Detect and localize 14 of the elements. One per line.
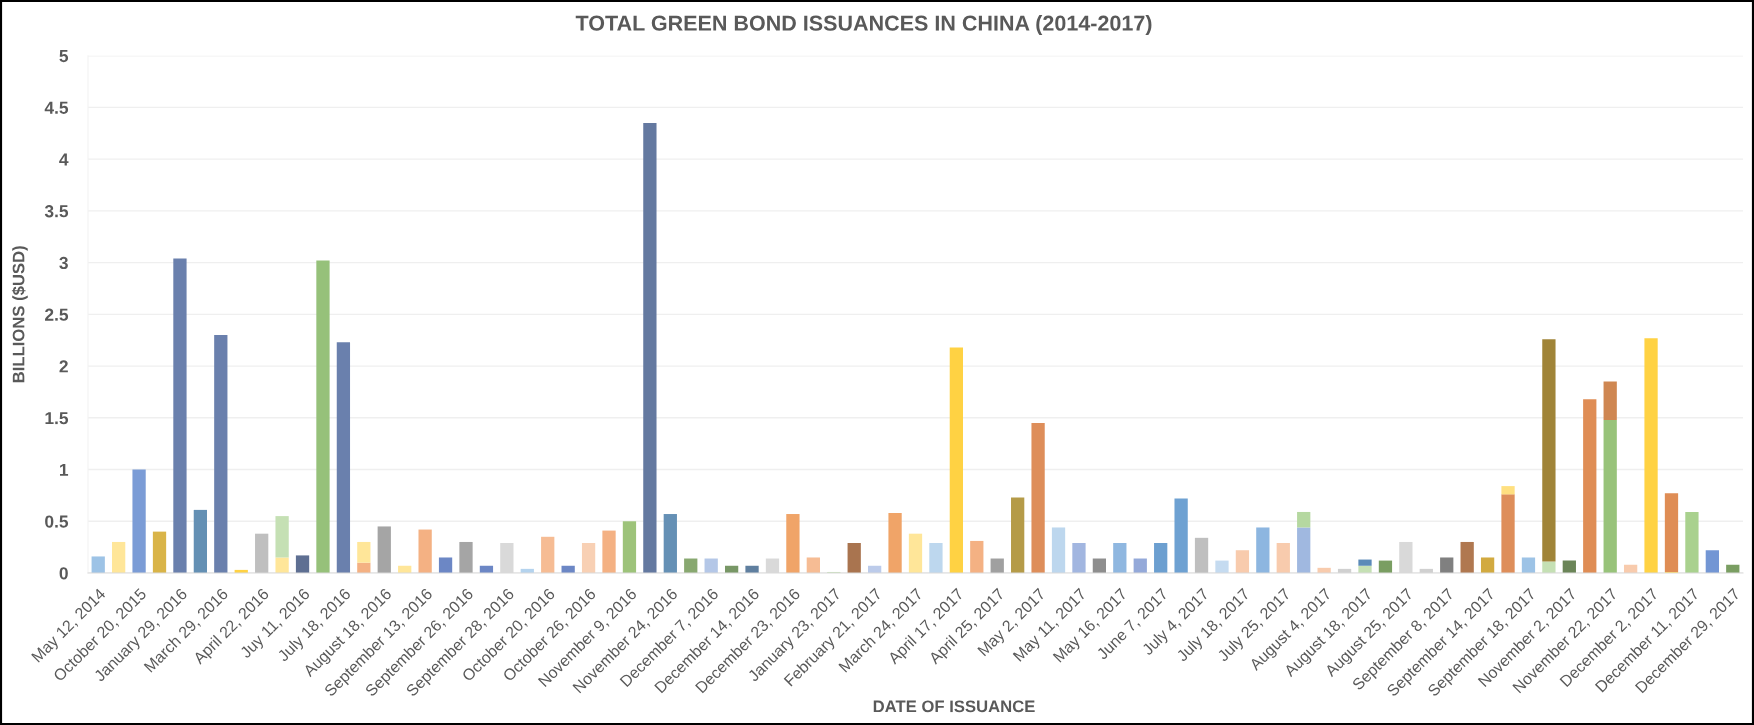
y-tick-label: 4.5 <box>44 101 69 114</box>
y-tick-label: 3 <box>59 256 68 270</box>
y-tick-label: 5 <box>59 50 69 63</box>
y-tick-label: 2.5 <box>45 308 69 321</box>
x-axis-title: DATE OF ISSUANCE <box>873 700 1035 713</box>
y-axis-title: BILLIONS ($USD) <box>11 246 28 383</box>
y-tick-label: 2 <box>59 360 68 373</box>
chart-title: TOTAL GREEN BOND ISSUANCES IN CHINA (2014-2017) <box>575 14 1152 36</box>
y-tick-label: 1 <box>59 463 69 476</box>
y-tick-label: 0.5 <box>45 515 69 528</box>
y-tick-label: 1.5 <box>45 412 69 425</box>
y-tick-label: 0 <box>59 567 68 580</box>
y-tick-label: 4 <box>59 153 69 166</box>
y-tick-label: 3.5 <box>44 205 69 218</box>
